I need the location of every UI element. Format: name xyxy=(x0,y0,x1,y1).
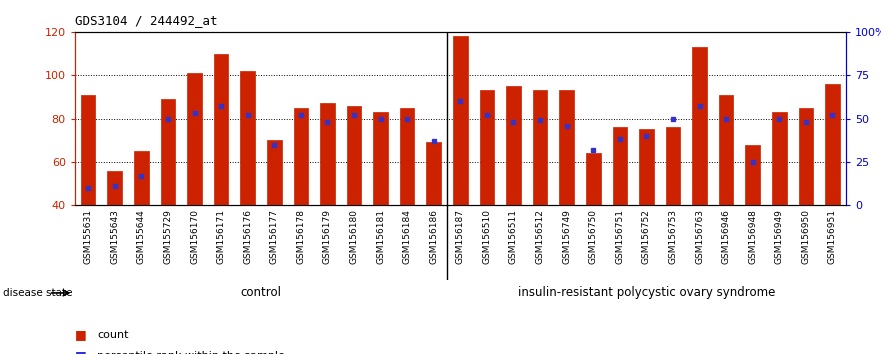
Text: insulin-resistant polycystic ovary syndrome: insulin-resistant polycystic ovary syndr… xyxy=(518,286,775,299)
Bar xyxy=(214,53,228,205)
Bar xyxy=(479,90,494,205)
Bar xyxy=(586,153,601,205)
Bar xyxy=(81,95,95,205)
Bar xyxy=(772,112,787,205)
Text: GSM156181: GSM156181 xyxy=(376,209,385,264)
Text: GSM156752: GSM156752 xyxy=(642,209,651,264)
Bar xyxy=(320,103,335,205)
Bar xyxy=(400,108,414,205)
Text: GSM156176: GSM156176 xyxy=(243,209,252,264)
Text: GDS3104 / 244492_at: GDS3104 / 244492_at xyxy=(75,14,218,27)
Text: GSM156949: GSM156949 xyxy=(774,209,784,264)
Text: GSM156178: GSM156178 xyxy=(296,209,306,264)
Bar xyxy=(426,142,441,205)
Bar xyxy=(453,36,468,205)
Bar xyxy=(374,112,388,205)
Text: GSM156751: GSM156751 xyxy=(615,209,625,264)
Bar xyxy=(745,144,760,205)
Bar xyxy=(559,90,574,205)
Bar xyxy=(293,108,308,205)
Text: ■: ■ xyxy=(75,328,86,341)
Text: percentile rank within the sample: percentile rank within the sample xyxy=(97,351,285,354)
Text: GSM155631: GSM155631 xyxy=(84,209,93,264)
Text: GSM156179: GSM156179 xyxy=(323,209,332,264)
Text: GSM156951: GSM156951 xyxy=(828,209,837,264)
Text: control: control xyxy=(241,286,281,299)
Text: GSM156170: GSM156170 xyxy=(190,209,199,264)
Text: GSM155729: GSM155729 xyxy=(163,209,173,264)
Bar xyxy=(533,90,547,205)
Bar xyxy=(719,95,734,205)
Bar xyxy=(267,140,282,205)
Bar xyxy=(692,47,707,205)
Bar xyxy=(798,108,813,205)
Text: GSM155643: GSM155643 xyxy=(110,209,119,264)
Bar xyxy=(639,130,654,205)
Text: GSM156184: GSM156184 xyxy=(403,209,411,264)
Text: GSM156511: GSM156511 xyxy=(509,209,518,264)
Text: GSM156171: GSM156171 xyxy=(217,209,226,264)
Text: GSM156946: GSM156946 xyxy=(722,209,730,264)
Bar xyxy=(507,86,521,205)
Text: GSM156180: GSM156180 xyxy=(350,209,359,264)
Text: GSM156948: GSM156948 xyxy=(748,209,758,264)
Text: GSM155644: GSM155644 xyxy=(137,209,146,264)
Bar xyxy=(160,99,175,205)
Bar xyxy=(134,151,149,205)
Text: GSM156750: GSM156750 xyxy=(589,209,597,264)
Bar xyxy=(666,127,680,205)
Text: GSM156510: GSM156510 xyxy=(483,209,492,264)
Bar xyxy=(241,71,255,205)
Text: GSM156177: GSM156177 xyxy=(270,209,278,264)
Text: GSM156187: GSM156187 xyxy=(455,209,465,264)
Text: GSM156763: GSM156763 xyxy=(695,209,704,264)
Text: GSM156512: GSM156512 xyxy=(536,209,544,264)
Text: count: count xyxy=(97,330,129,339)
Bar xyxy=(187,73,202,205)
Text: ■: ■ xyxy=(75,349,86,354)
Text: disease state: disease state xyxy=(3,288,72,298)
Bar xyxy=(825,84,840,205)
Text: GSM156950: GSM156950 xyxy=(802,209,811,264)
Bar xyxy=(107,171,122,205)
Text: GSM156186: GSM156186 xyxy=(429,209,438,264)
Bar xyxy=(612,127,627,205)
Text: GSM156753: GSM156753 xyxy=(669,209,677,264)
Text: GSM156749: GSM156749 xyxy=(562,209,571,264)
Bar xyxy=(347,105,361,205)
